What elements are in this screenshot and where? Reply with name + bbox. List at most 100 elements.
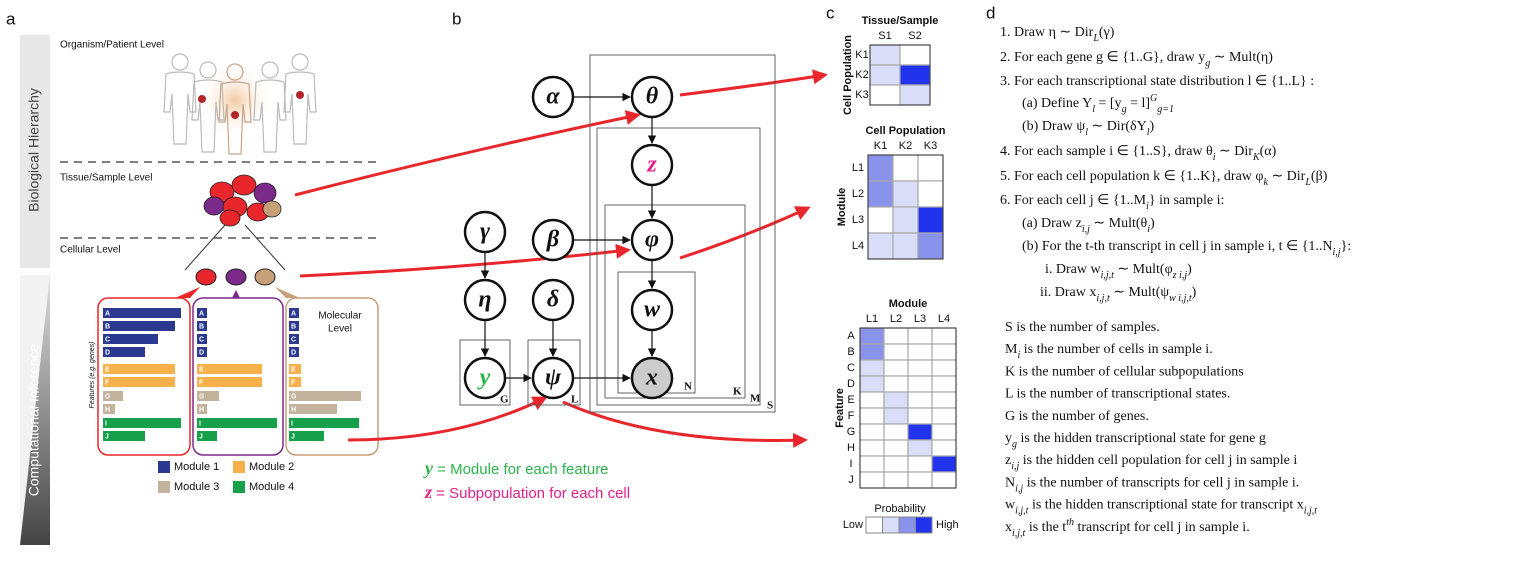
level-label: Tissue/Sample Level	[60, 173, 152, 184]
math-run: 4. For each sample i ∈ {1..S}, draw θ	[1000, 144, 1213, 159]
math-run: 3. For each transcriptional state distri…	[1000, 74, 1314, 89]
heatmap-cell	[908, 440, 932, 456]
heatmap-cell	[893, 181, 918, 207]
legend-swatch	[158, 481, 170, 493]
legend-swatch	[233, 461, 245, 473]
heatmap-cell	[918, 233, 943, 259]
math-run: 6. For each cell j ∈ {1..M	[1000, 193, 1147, 208]
heatmap-row-label: L4	[852, 240, 864, 252]
feature-bar	[103, 377, 175, 387]
math-run: = [y	[1095, 96, 1122, 111]
math-run: ∼ Dir	[1216, 144, 1254, 159]
heatmap-row-label: E	[847, 394, 854, 406]
math-run: is the hidden transcriptional state for …	[1028, 498, 1303, 513]
legend-line: z = Subpopulation for each cell	[424, 482, 630, 502]
node-label: γ	[480, 219, 490, 245]
node-label: β	[546, 227, 560, 253]
math-run: (b) For the t-th transcript in cell j in…	[1022, 239, 1333, 254]
plate-label: S	[767, 400, 773, 412]
legend-text: = Subpopulation for each cell	[432, 485, 630, 502]
feature-bar	[103, 308, 181, 318]
heatmap-row-label: L1	[852, 162, 864, 174]
feature-letter: J	[105, 433, 109, 440]
heatmap-cell	[884, 408, 908, 424]
plate-label: G	[500, 394, 509, 406]
connector	[245, 225, 285, 270]
heatmap-cell	[860, 456, 884, 472]
heatmap-cell	[884, 344, 908, 360]
heatmap-col-label: L1	[866, 313, 878, 325]
feature-letter: G	[199, 393, 205, 400]
feature-bar	[103, 418, 181, 428]
feature-letter: E	[199, 366, 204, 373]
heatmap-col-label: K1	[874, 140, 887, 152]
math-line: 2. For each gene g ∈ {1..G}, draw yg ∼ M…	[1000, 50, 1273, 69]
level-label: Cellular Level	[60, 245, 121, 256]
math-line: G is the number of genes.	[1005, 409, 1149, 424]
math-sup: G	[1150, 93, 1157, 104]
panel-label: b	[452, 9, 461, 28]
feature-letter: J	[291, 433, 295, 440]
plate-label: L	[571, 394, 578, 406]
heatmap-col-label: L2	[890, 313, 902, 325]
panel-label: c	[826, 3, 835, 22]
math-line: 3. For each transcriptional state distri…	[1000, 74, 1314, 89]
feature-letter: B	[105, 323, 110, 330]
feature-letter: D	[105, 349, 110, 356]
heatmap-row-label: D	[847, 378, 855, 390]
math-run: 5. For each cell population k ∈ {1..K}, …	[1000, 169, 1264, 184]
feature-bar	[103, 321, 175, 331]
heatmap-cell	[932, 360, 956, 376]
heatmap-cell	[893, 155, 918, 181]
math-run: (a) Draw z	[1022, 216, 1082, 231]
patients	[164, 54, 316, 154]
feature-bar	[103, 334, 158, 344]
node-label: y	[477, 365, 491, 391]
heatmap-title: Tissue/Sample	[862, 15, 939, 27]
plates	[460, 55, 775, 412]
node-label: x	[645, 365, 658, 391]
math-run: )	[1150, 119, 1155, 134]
heatmap-col-label: L3	[914, 313, 926, 325]
node-label: φ	[645, 227, 659, 253]
math-run: ∼ Dir	[1268, 169, 1306, 184]
feature-letter: G	[105, 393, 111, 400]
heatmap-cell	[908, 328, 932, 344]
heatmap-col-label: L4	[938, 313, 950, 325]
math-run: )	[1187, 262, 1192, 277]
node-label: ψ	[545, 365, 562, 391]
legend-box	[899, 517, 916, 533]
math-run: 2. For each gene g ∈ {1..G}, draw y	[1000, 50, 1205, 65]
heatmap-cell	[932, 424, 956, 440]
molecular-label: Level	[328, 324, 352, 335]
heatmap-cell	[860, 392, 884, 408]
connector	[185, 225, 225, 270]
heatmap-cell	[900, 85, 930, 105]
math-run: S is the number of samples.	[1005, 320, 1160, 335]
heatmap-row-label: K2	[855, 69, 868, 81]
math-line: i. Draw wi,j,t ∼ Mult(φz i,j)	[1045, 262, 1192, 281]
heatmap-cell	[900, 65, 930, 85]
math-run: L is the number of transcriptional state…	[1005, 387, 1230, 402]
math-run: i. Draw w	[1045, 262, 1101, 277]
heatmap-cell	[884, 360, 908, 376]
math-line: zi,j is the hidden cell population for c…	[1005, 453, 1297, 472]
math-run: M	[1005, 342, 1018, 357]
heatmap-cell	[868, 207, 893, 233]
feature-letter: B	[291, 323, 296, 330]
feature-letter: J	[199, 433, 203, 440]
feature-letter: E	[291, 366, 296, 373]
math-line: xi,j,t is the tth transcript for cell j …	[1005, 517, 1250, 539]
math-run: ∼ Mult(θ	[1090, 216, 1148, 231]
heatmap-title: Cell Population	[865, 125, 945, 137]
heatmap-cell	[860, 376, 884, 392]
math-run: )	[1150, 216, 1155, 231]
legend-symbol: z	[424, 482, 432, 502]
legend-low: Low	[843, 519, 863, 531]
tissue-cluster	[204, 175, 281, 226]
heatmap-cell	[932, 344, 956, 360]
math-line: wi,j,t is the hidden transcriptional sta…	[1005, 498, 1317, 517]
math-run: is the number of cells in sample i.	[1020, 342, 1212, 357]
feature-letter: F	[105, 379, 110, 386]
heatmap-row-label: C	[847, 362, 855, 374]
